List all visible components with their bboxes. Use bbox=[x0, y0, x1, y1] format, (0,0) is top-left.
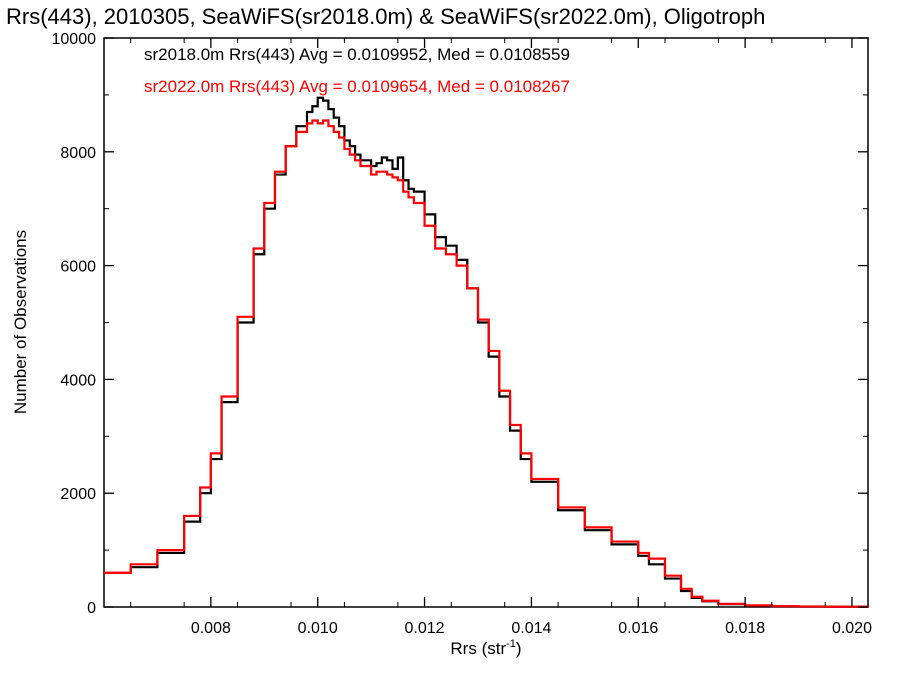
x-axis-label-text: Rrs (str bbox=[450, 639, 506, 658]
series-line-1 bbox=[104, 96, 870, 608]
y-tick-label-0: 0 bbox=[87, 600, 96, 617]
y-tick-label-1: 2000 bbox=[60, 486, 96, 503]
y-tick-label-3: 6000 bbox=[60, 259, 96, 276]
x-tick-label-5: 0.018 bbox=[725, 620, 765, 637]
legend-entry-2: sr2022.0m Rrs(443) Avg = 0.0109654, Med … bbox=[144, 77, 570, 96]
y-axis-label: Number of Observations bbox=[11, 230, 30, 414]
x-tick-label-4: 0.016 bbox=[618, 620, 658, 637]
y-tick-label-5: 10000 bbox=[52, 31, 97, 48]
x-tick-label-3: 0.014 bbox=[511, 620, 551, 637]
x-tick-label-6: 0.020 bbox=[832, 620, 872, 637]
legend-entry-1: sr2018.0m Rrs(443) Avg = 0.0109952, Med … bbox=[144, 45, 570, 64]
x-tick-label-2: 0.012 bbox=[405, 620, 445, 637]
series-layer bbox=[104, 96, 870, 608]
x-tick-label-1: 0.010 bbox=[298, 620, 338, 637]
plot-area: 0.008 0.010 0.012 0.014 0.016 0.018 0.020 0 2000… bbox=[52, 31, 873, 637]
y-tick-label-4: 8000 bbox=[60, 145, 96, 162]
x-axis-label-suffix: ) bbox=[516, 639, 522, 658]
y-tick-label-2: 4000 bbox=[60, 372, 96, 389]
ticks-layer: 0.008 0.010 0.012 0.014 0.016 0.018 0.020 0 2000… bbox=[52, 31, 873, 637]
series-line-2 bbox=[104, 119, 870, 608]
x-tick-label-0: 0.008 bbox=[191, 620, 231, 637]
chart-title: Rrs(443), 2010305, SeaWiFS(sr2018.0m) & … bbox=[6, 4, 765, 29]
x-axis-label-superscript: -1 bbox=[506, 638, 516, 650]
x-axis-label: Rrs (str-1) bbox=[450, 638, 521, 658]
